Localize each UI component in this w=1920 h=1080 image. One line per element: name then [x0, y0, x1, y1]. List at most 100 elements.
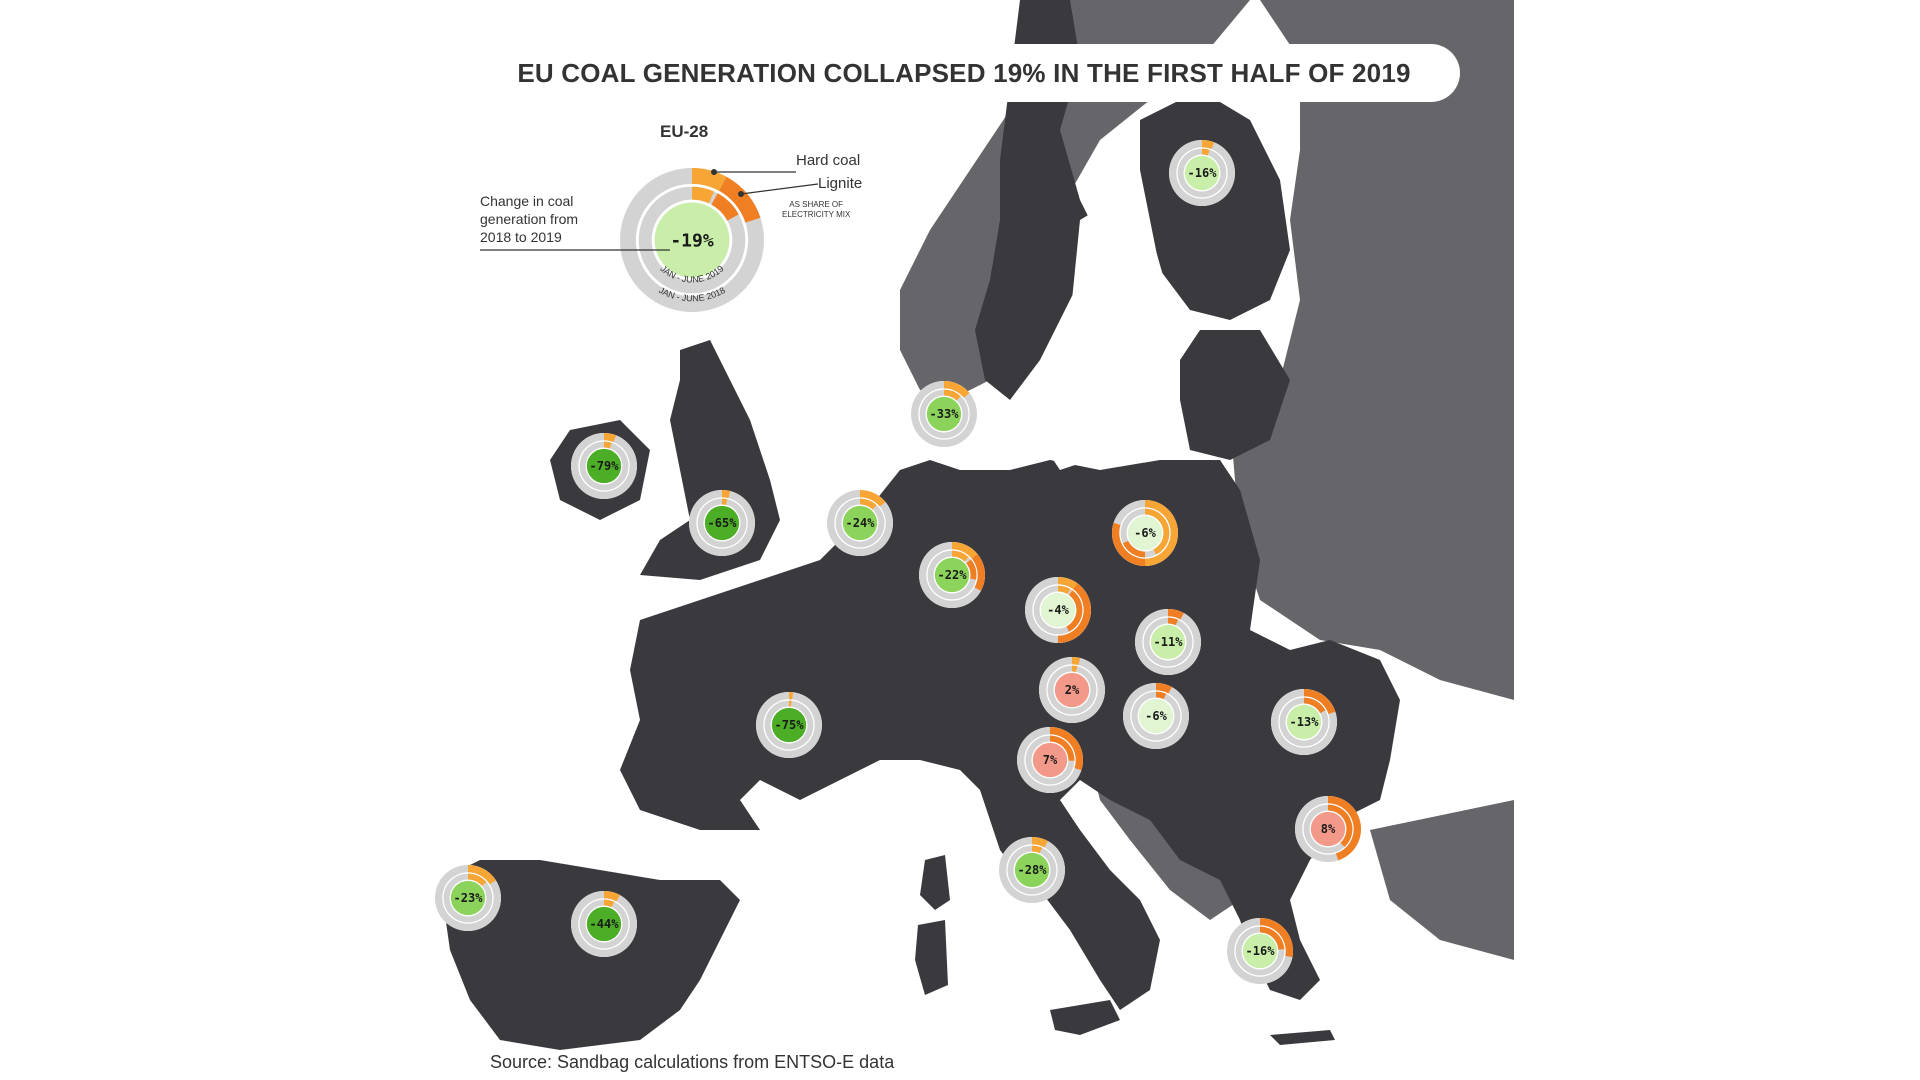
hard-coal-slice-2019: [944, 389, 961, 401]
change-value: -16%: [1246, 944, 1276, 958]
hard-coal-slice-2019: [1072, 665, 1078, 672]
change-value: 2%: [1065, 683, 1080, 697]
legend-share-note-line2: ELECTRICITY MIX: [782, 210, 851, 219]
change-value: -4%: [1047, 603, 1069, 617]
hard-coal-slice-2019: [860, 498, 877, 510]
legend-eu-label: EU-28: [660, 122, 709, 141]
change-value: 8%: [1321, 822, 1336, 836]
change-value: 7%: [1043, 753, 1058, 767]
title-banner: EU COAL GENERATION COLLAPSED 19% IN THE …: [468, 44, 1460, 102]
hard-coal-slice-2019: [604, 441, 612, 449]
hard-coal-slice-2018: [1202, 140, 1215, 150]
change-disc: [1286, 704, 1322, 740]
hard-coal-slice-2018: [722, 490, 731, 499]
change-value: -23%: [454, 891, 484, 905]
donut-spain: -44%: [570, 891, 637, 957]
hard-coal-slice-2018: [1072, 657, 1081, 666]
page-title: EU COAL GENERATION COLLAPSED 19% IN THE …: [517, 57, 1411, 88]
donut-netherlands: -24%: [826, 490, 893, 556]
change-value: -75%: [775, 718, 805, 732]
hard-coal-slice-2018: [692, 168, 727, 191]
donut-slovakia: -11%: [1134, 609, 1201, 676]
change-value: -6%: [1145, 709, 1167, 723]
lignite-slice-2018: [1058, 583, 1092, 643]
hard-coal-slice-2018: [1032, 837, 1048, 848]
change-disc: [1150, 624, 1186, 660]
change-value: -19%: [670, 230, 714, 251]
change-value: -6%: [1134, 526, 1156, 540]
change-disc: [450, 880, 486, 916]
hard-coal-slice-2018: [1145, 500, 1178, 566]
hard-coal-slice-2019: [789, 700, 792, 707]
change-value: -33%: [930, 407, 960, 421]
lignite-slice-2019: [1066, 590, 1083, 632]
change-disc: [1138, 698, 1174, 734]
donut-hungary: -6%: [1122, 683, 1189, 750]
hard-coal-slice-2019: [952, 550, 969, 562]
change-value: -13%: [1290, 715, 1320, 729]
donut-austria: 2%: [1038, 657, 1105, 723]
change-disc: [1032, 742, 1068, 778]
change-disc: [1040, 592, 1076, 628]
lignite-slice-2018: [1304, 689, 1336, 715]
lignite-slice-2018: [1156, 683, 1172, 694]
hard-coal-slice-2018: [789, 692, 794, 700]
legend-share-note-line1: AS SHARE OF: [789, 200, 844, 209]
donut-finland: -16%: [1168, 140, 1235, 207]
lignite-slice-2018: [1112, 522, 1145, 566]
lignite-slice-2018: [1050, 727, 1083, 771]
hard-coal-slice-2019: [692, 186, 715, 204]
hard-coal-slice-2019: [468, 873, 487, 886]
change-disc: [926, 396, 962, 432]
lignite-slice-2018: [1168, 609, 1184, 620]
lignite-slice-2019: [1050, 735, 1075, 761]
donut-greece: -16%: [1226, 918, 1293, 985]
change-disc: [771, 707, 807, 743]
change-disc: [1014, 852, 1050, 888]
donut-france: -75%: [755, 692, 822, 759]
hard-coal-slice-2019: [1145, 508, 1170, 555]
hard-coal-slice-2019: [722, 498, 728, 505]
legend-share-note: AS SHARE OF ELECTRICITY MIX: [782, 200, 850, 220]
change-disc: [704, 505, 740, 541]
hard-coal-slice-2019: [604, 899, 615, 908]
legend-hard-coal-label: Hard coal: [796, 152, 861, 169]
lignite-slice-2019: [1260, 926, 1285, 950]
change-value: -79%: [590, 459, 620, 473]
change-disc: [586, 448, 622, 484]
change-disc: [1127, 515, 1163, 551]
hard-coal-slice-2018: [952, 542, 978, 559]
source-note: Source: Sandbag calculations from ENTSO-…: [490, 1052, 895, 1072]
hard-coal-marker: [711, 169, 717, 175]
change-value: -24%: [846, 516, 876, 530]
donut-ireland: -79%: [570, 433, 637, 499]
legend-lignite-label: Lignite: [818, 175, 863, 192]
lignite-marker: [738, 191, 744, 197]
lignite-slice-2018: [1260, 918, 1293, 958]
donut-denmark: -33%: [910, 381, 977, 447]
lignite-slice-2018: [971, 553, 985, 591]
change-value: -44%: [590, 917, 620, 931]
change-value: -28%: [1018, 863, 1048, 877]
legend-change-line1: Change in coal: [480, 193, 574, 209]
change-value: -16%: [1188, 166, 1218, 180]
lignite-slice-2019: [1168, 617, 1179, 626]
change-disc: [586, 906, 622, 942]
legend-leaders: [480, 171, 819, 251]
hard-coal-slice-2018: [468, 865, 496, 885]
change-value: -11%: [1154, 635, 1184, 649]
hard-coal-slice-2018: [604, 891, 620, 902]
legend-change-text: Change in coal generation from 2018 to 2…: [480, 192, 578, 246]
hard-coal-slice-2018: [604, 433, 617, 443]
lignite-slice-2018: [1328, 796, 1362, 861]
eu-land: [440, 0, 1400, 1050]
donut-eu-28: -19%: [620, 168, 765, 312]
change-value: -65%: [708, 516, 738, 530]
donut-italy: -28%: [998, 837, 1065, 904]
change-value: -22%: [938, 568, 968, 582]
lignite-slice-2019: [711, 193, 739, 221]
legend-change-line2: generation from: [480, 211, 579, 227]
donut-germany: -22%: [918, 542, 985, 608]
change-disc: [1310, 811, 1346, 847]
lignite-slice-2019: [1122, 540, 1145, 558]
